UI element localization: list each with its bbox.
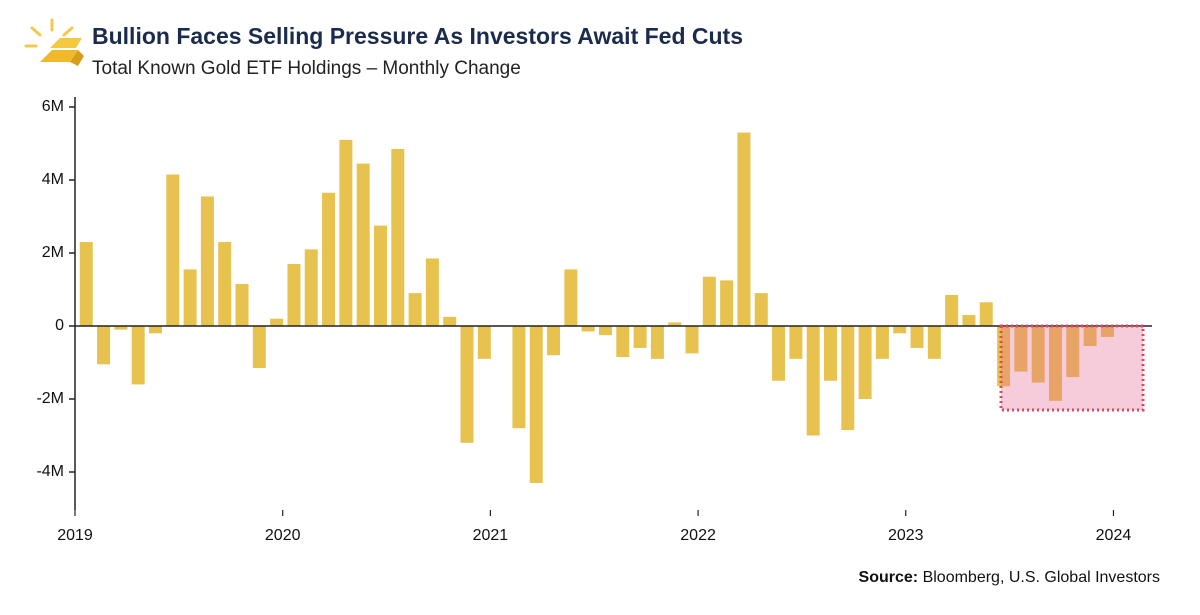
bar xyxy=(685,326,699,354)
gold-icon xyxy=(24,18,84,66)
bar xyxy=(547,326,561,356)
y-tick-label: -2M xyxy=(36,390,64,407)
source-label: Source: xyxy=(859,569,919,586)
bar xyxy=(304,249,318,326)
bar xyxy=(1048,326,1062,401)
bar xyxy=(702,276,716,326)
bar xyxy=(962,315,976,326)
bar xyxy=(1066,326,1080,378)
bar xyxy=(875,326,889,359)
bar xyxy=(1031,326,1045,383)
bar xyxy=(97,326,111,365)
bar xyxy=(893,326,907,334)
bar xyxy=(425,258,439,326)
y-tick-label: 2M xyxy=(42,244,64,261)
bar xyxy=(737,132,751,326)
y-tick-label: 0 xyxy=(55,317,64,334)
bar xyxy=(356,163,370,326)
bar xyxy=(1083,326,1097,347)
bar xyxy=(148,326,162,334)
bar xyxy=(598,326,612,336)
bar xyxy=(720,280,734,326)
bar xyxy=(79,242,93,326)
bar xyxy=(443,316,457,326)
x-tick-label: 2021 xyxy=(473,527,509,544)
x-tick-label: 2019 xyxy=(57,527,93,544)
bar xyxy=(218,242,232,326)
y-tick-label: 4M xyxy=(42,171,64,188)
bar xyxy=(477,326,491,359)
bar xyxy=(633,326,647,348)
bar xyxy=(841,326,855,431)
bar xyxy=(183,269,197,326)
bar xyxy=(373,225,387,326)
bar xyxy=(252,326,266,368)
chart-title: Bullion Faces Selling Pressure As Invest… xyxy=(92,23,743,49)
bar xyxy=(1014,326,1028,372)
source: Source: Bloomberg, U.S. Global Investors xyxy=(859,569,1160,586)
bar xyxy=(754,293,768,326)
bar xyxy=(581,326,595,332)
bar xyxy=(806,326,820,436)
bar xyxy=(200,196,214,326)
bar xyxy=(650,326,664,359)
bar xyxy=(131,326,145,385)
bar xyxy=(823,326,837,381)
bar xyxy=(512,326,526,429)
y-tick-label: 6M xyxy=(42,98,64,115)
source-text: Bloomberg, U.S. Global Investors xyxy=(923,569,1160,586)
x-tick-label: 2022 xyxy=(680,527,716,544)
chart-subtitle: Total Known Gold ETF Holdings – Monthly … xyxy=(92,58,521,79)
bar xyxy=(287,263,301,326)
bar xyxy=(391,148,405,326)
bar xyxy=(529,326,543,483)
bar xyxy=(927,326,941,359)
bar xyxy=(772,326,786,381)
bar xyxy=(616,326,630,358)
bar xyxy=(668,322,682,326)
x-tick-label: 2020 xyxy=(265,527,301,544)
highlight-box xyxy=(999,324,1145,412)
bar xyxy=(114,326,128,330)
bar xyxy=(858,326,872,399)
bar xyxy=(460,326,474,443)
bar xyxy=(339,139,353,326)
x-tick-label: 2023 xyxy=(888,527,924,544)
bar xyxy=(1100,326,1114,337)
bar xyxy=(166,174,180,326)
bar xyxy=(564,269,578,326)
bar xyxy=(235,284,249,326)
bar xyxy=(789,326,803,359)
bar xyxy=(322,192,336,326)
bar xyxy=(979,302,993,326)
x-tick-label: 2024 xyxy=(1096,527,1132,544)
bar xyxy=(270,318,284,326)
bar xyxy=(408,293,422,326)
y-tick-label: -4M xyxy=(36,463,64,480)
bar xyxy=(945,294,959,326)
bar xyxy=(910,326,924,348)
